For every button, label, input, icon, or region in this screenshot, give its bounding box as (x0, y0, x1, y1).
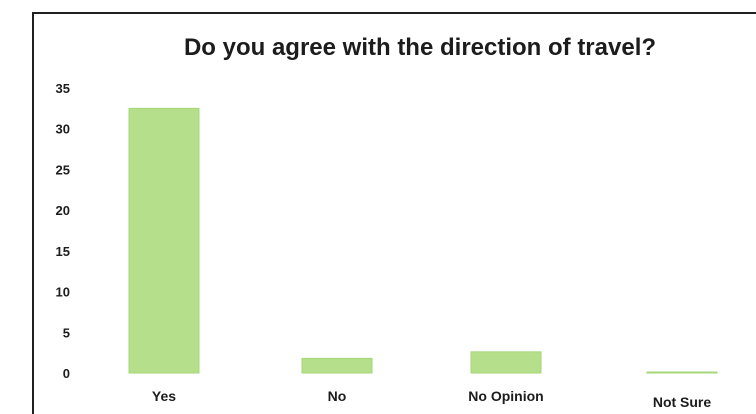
x-tick-label: No Opinion (468, 388, 543, 404)
y-axis-ticks: 0 5 10 15 20 25 30 35 (56, 81, 70, 381)
chart-frame (32, 12, 756, 414)
bar-no-opinion (470, 351, 542, 374)
y-tick-label: 15 (56, 244, 70, 259)
x-tick-label: Not Sure (653, 394, 712, 410)
y-tick-label: 10 (56, 285, 70, 300)
y-tick-label: 30 (56, 122, 70, 137)
y-tick-label: 5 (63, 325, 70, 340)
x-axis-labels: Yes No No Opinion Not Sure (152, 388, 711, 410)
chart-title: Do you agree with the direction of trave… (183, 34, 657, 61)
x-tick-label: No (328, 388, 347, 404)
y-tick-label: 20 (56, 203, 70, 218)
y-tick-label: 0 (63, 366, 70, 381)
x-tick-label: Yes (152, 388, 176, 404)
y-tick-label: 35 (56, 81, 70, 96)
y-tick-label: 25 (56, 162, 70, 177)
bar-not-sure (646, 371, 718, 374)
bars (128, 107, 718, 374)
bar-no (301, 357, 373, 374)
bar-yes (128, 107, 200, 374)
